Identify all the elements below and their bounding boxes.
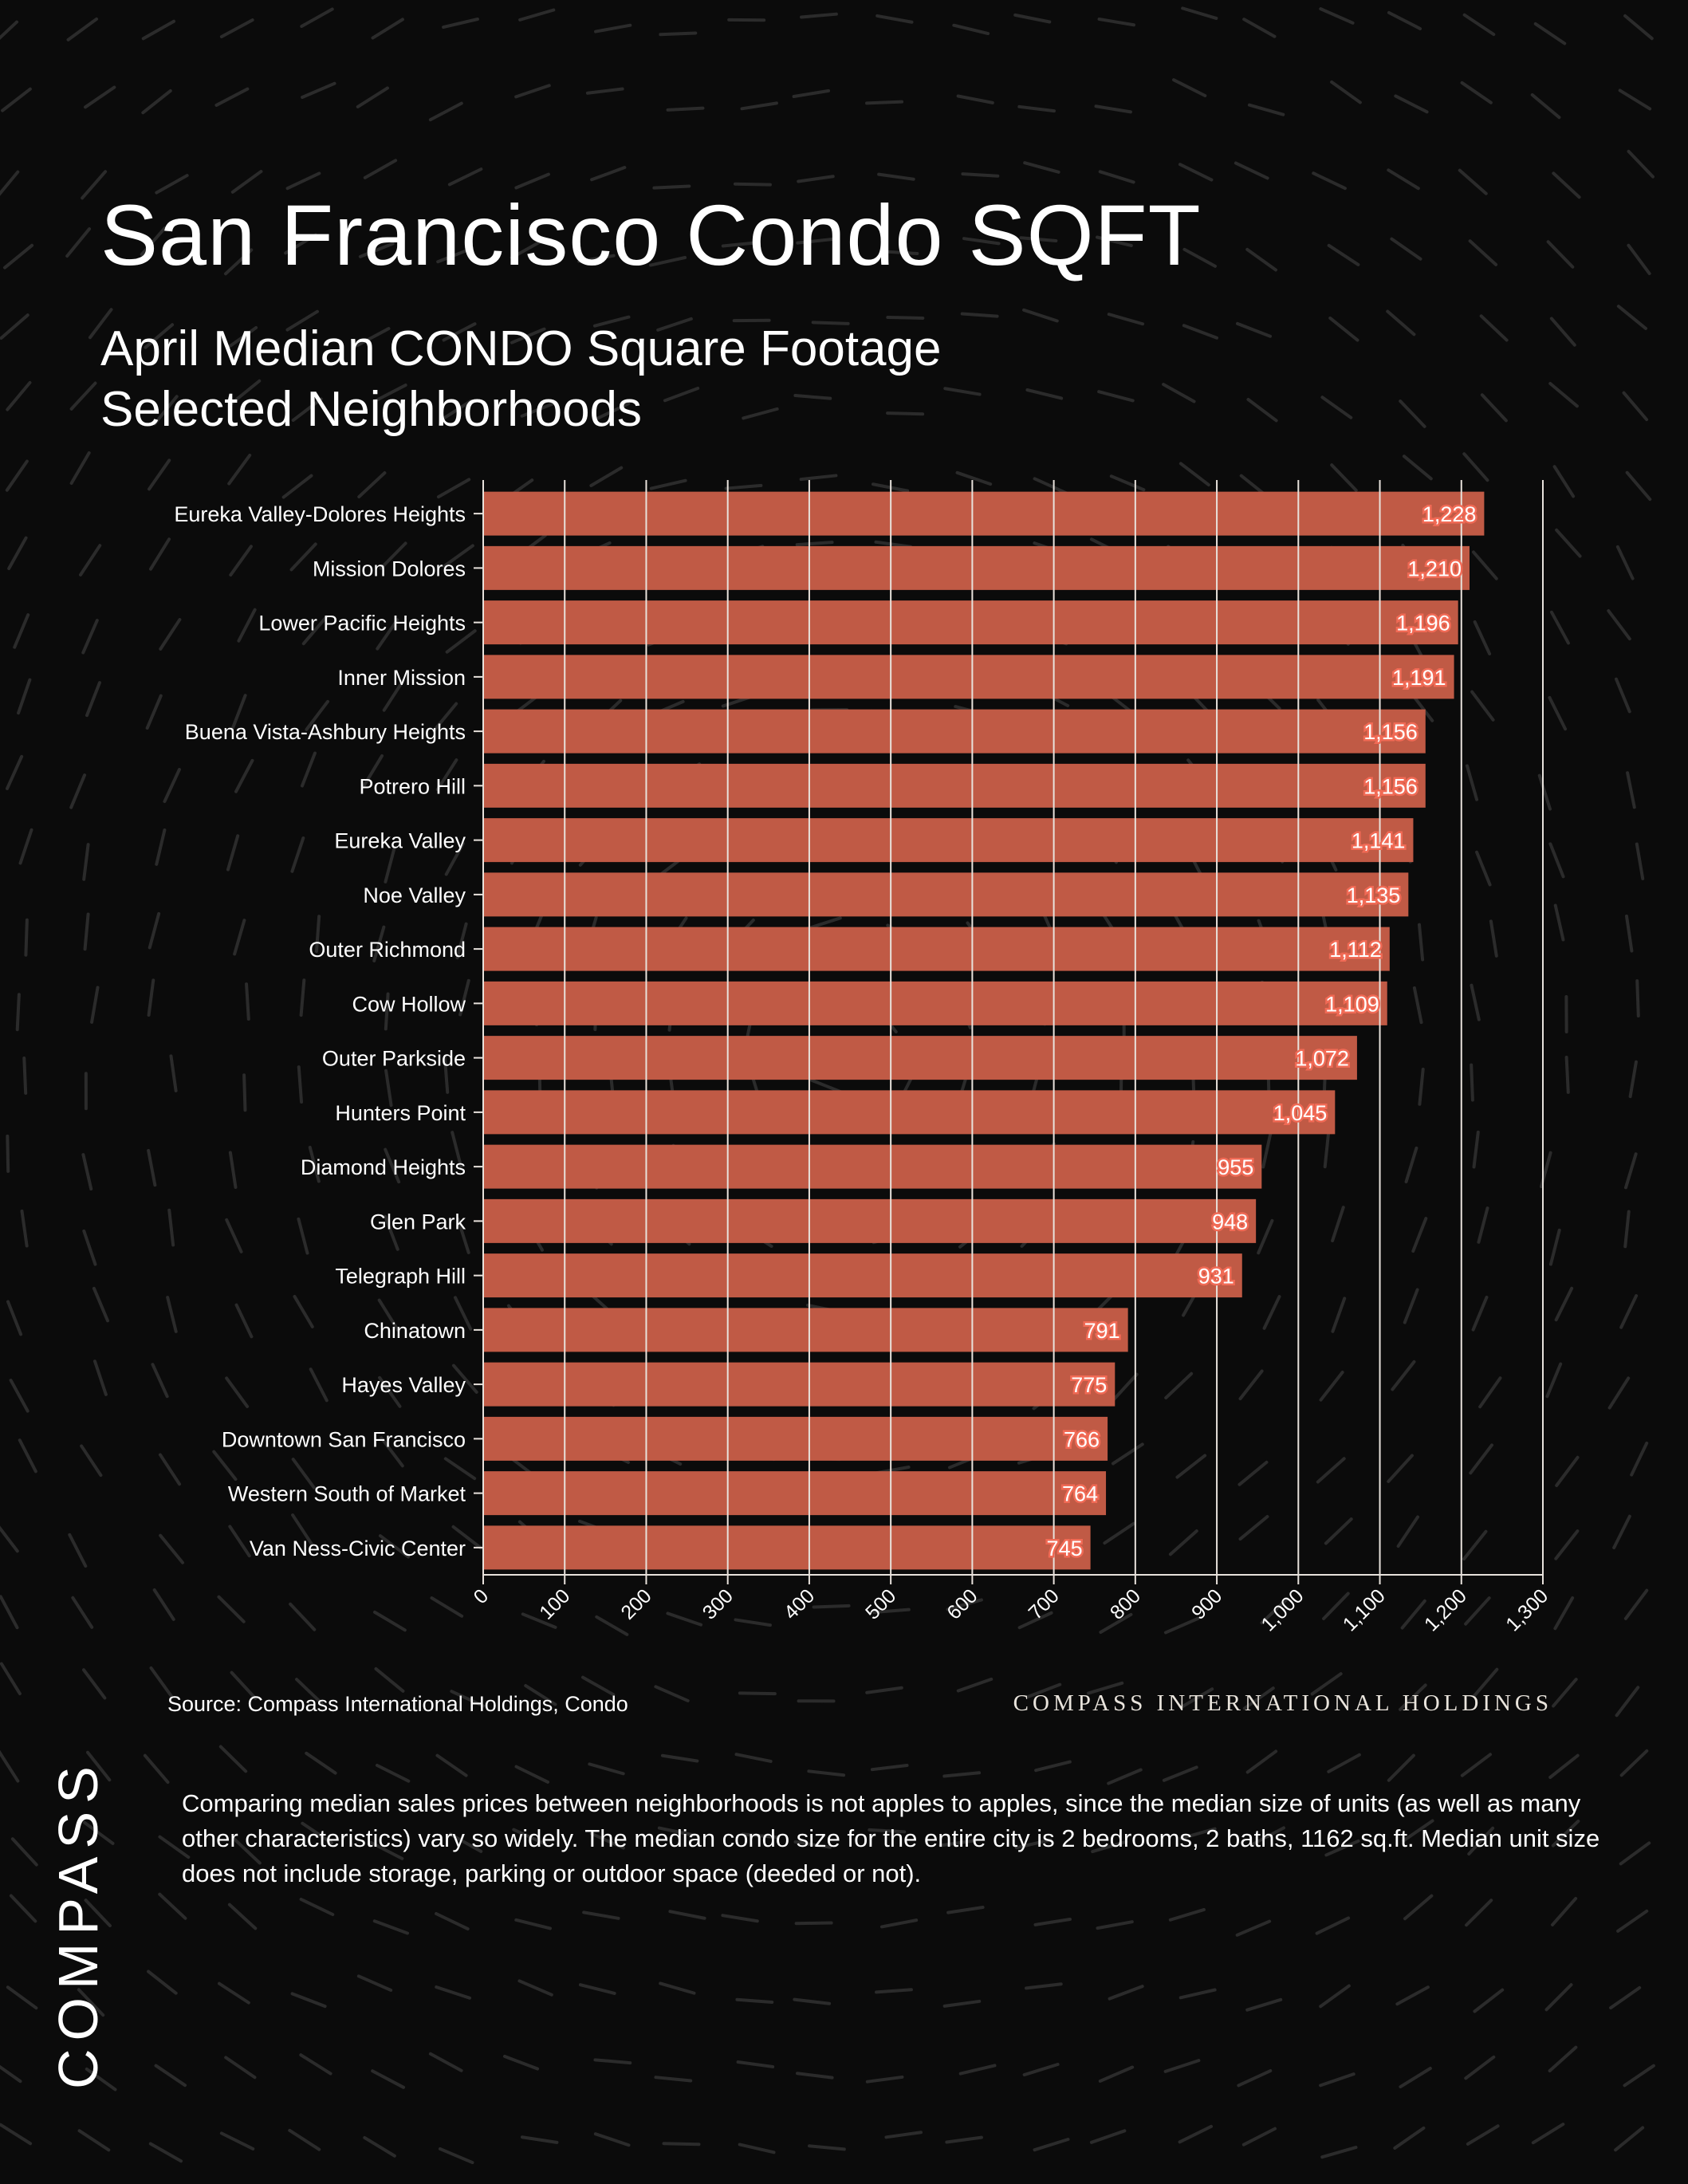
category-label: Outer Parkside xyxy=(322,1047,466,1071)
category-label: Hayes Valley xyxy=(341,1373,466,1397)
bar xyxy=(483,763,1426,808)
x-tick-label: 1,200 xyxy=(1420,1584,1471,1635)
value-label: 764 xyxy=(1062,1482,1098,1506)
bar xyxy=(483,491,1485,536)
category-label: Mission Dolores xyxy=(313,557,466,580)
category-label: Buena Vista-Ashbury Heights xyxy=(185,720,466,744)
bar xyxy=(483,1198,1257,1243)
category-label: Cow Hollow xyxy=(352,992,466,1016)
bar xyxy=(483,600,1458,645)
x-tick-label: 500 xyxy=(861,1584,900,1623)
page-title: San Francisco Condo SQFT xyxy=(100,187,1202,283)
category-label: Eureka Valley xyxy=(334,829,466,853)
value-label: 1,196 xyxy=(1396,612,1450,636)
value-label: 955 xyxy=(1218,1155,1253,1179)
x-tick-label: 100 xyxy=(535,1584,574,1623)
bar xyxy=(483,818,1414,863)
bar xyxy=(483,927,1390,971)
value-label: 766 xyxy=(1064,1427,1100,1451)
x-tick-label: 700 xyxy=(1025,1584,1064,1623)
bar xyxy=(483,1144,1262,1189)
value-label: 775 xyxy=(1071,1373,1107,1397)
bar xyxy=(483,872,1409,917)
value-label: 1,191 xyxy=(1392,666,1446,690)
bar xyxy=(483,981,1387,1025)
category-label: Downtown San Francisco xyxy=(222,1427,466,1451)
value-label: 1,228 xyxy=(1422,502,1477,526)
category-label: Hunters Point xyxy=(335,1101,466,1125)
x-tick-label: 900 xyxy=(1187,1584,1226,1623)
category-label: Diamond Heights xyxy=(301,1155,466,1179)
x-tick-label: 600 xyxy=(942,1584,982,1623)
bar xyxy=(483,1090,1336,1135)
footnote-paragraph: Comparing median sales prices between ne… xyxy=(182,1789,1600,1887)
bar xyxy=(483,655,1454,699)
source-note: Source: Compass International Holdings, … xyxy=(167,1692,628,1716)
category-label: Chinatown xyxy=(364,1319,466,1343)
category-label: Outer Richmond xyxy=(309,938,466,962)
x-tick-label: 1,100 xyxy=(1339,1584,1390,1635)
category-label: Potrero Hill xyxy=(359,774,466,798)
value-label: 1,112 xyxy=(1329,938,1382,962)
bar xyxy=(483,709,1426,754)
category-label: Western South of Market xyxy=(228,1482,466,1506)
bar xyxy=(483,1362,1115,1407)
bar xyxy=(483,1253,1242,1298)
subtitle-line-2: Selected Neighborhoods xyxy=(100,382,643,437)
value-label: 931 xyxy=(1198,1265,1234,1289)
value-label: 1,156 xyxy=(1363,720,1418,744)
category-label: Lower Pacific Heights xyxy=(258,612,466,636)
value-label: 1,045 xyxy=(1273,1101,1328,1125)
value-label: 1,156 xyxy=(1363,774,1418,798)
bar xyxy=(483,1036,1357,1080)
subtitle-line-1: April Median CONDO Square Footage xyxy=(100,321,942,376)
value-label: 948 xyxy=(1212,1210,1248,1234)
x-tick-label: 400 xyxy=(780,1584,819,1623)
value-label: 1,210 xyxy=(1407,557,1462,580)
bar xyxy=(483,545,1470,590)
value-label: 1,141 xyxy=(1352,829,1406,853)
value-label: 1,109 xyxy=(1325,992,1379,1016)
bar xyxy=(483,1471,1107,1516)
category-label: Glen Park xyxy=(370,1210,466,1234)
x-tick-label: 1,300 xyxy=(1501,1584,1552,1635)
x-tick-label: 300 xyxy=(698,1584,738,1623)
value-label: 745 xyxy=(1047,1537,1083,1560)
category-label: Telegraph Hill xyxy=(335,1265,466,1289)
chart-subtitle: April Median CONDO Square Footage Select… xyxy=(100,319,941,440)
category-label: Eureka Valley-Dolores Heights xyxy=(174,502,466,526)
x-tick-label: 800 xyxy=(1106,1584,1145,1623)
bar xyxy=(483,1525,1091,1570)
x-tick-label: 200 xyxy=(616,1584,655,1623)
bar xyxy=(483,1416,1108,1461)
value-label: 1,135 xyxy=(1347,883,1401,907)
category-label: Van Ness-Civic Center xyxy=(250,1537,466,1560)
value-label: 791 xyxy=(1084,1319,1120,1343)
bar xyxy=(483,1308,1128,1352)
brand-name: COMPASS INTERNATIONAL HOLDINGS xyxy=(1013,1690,1552,1716)
compass-logo: COMPASS xyxy=(47,1758,109,2089)
x-tick-label: 1,000 xyxy=(1257,1584,1308,1635)
category-label: Inner Mission xyxy=(337,666,466,690)
category-label: Noe Valley xyxy=(363,883,466,907)
value-label: 1,072 xyxy=(1295,1047,1349,1071)
x-tick-label: 0 xyxy=(470,1584,494,1608)
